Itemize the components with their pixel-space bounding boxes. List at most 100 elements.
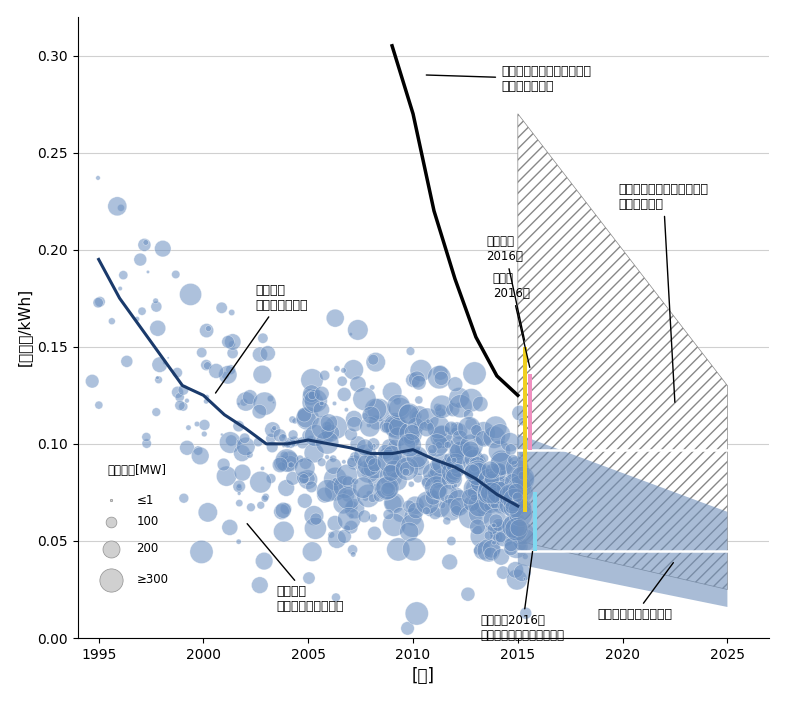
Point — [367, 439, 380, 450]
Point — [510, 494, 523, 505]
Point — [392, 400, 405, 411]
Point — [215, 429, 228, 440]
Point — [300, 412, 313, 423]
Point — [413, 377, 425, 388]
Point — [387, 519, 400, 531]
Point — [391, 421, 404, 432]
Point — [222, 336, 234, 347]
Point — [453, 392, 465, 404]
Point — [443, 556, 456, 567]
Point — [264, 393, 277, 404]
Point — [490, 422, 502, 433]
Point — [404, 345, 417, 357]
Point — [518, 500, 531, 511]
Point — [504, 487, 516, 498]
Point — [255, 500, 267, 511]
Point — [484, 465, 497, 476]
Point — [486, 543, 498, 555]
Point — [233, 420, 245, 432]
Point — [384, 468, 397, 479]
Point — [448, 466, 461, 477]
Point — [345, 522, 358, 533]
Point — [181, 442, 193, 453]
Point — [394, 451, 406, 463]
Point — [140, 432, 152, 443]
Point — [347, 413, 360, 425]
Point — [346, 457, 358, 468]
Point — [432, 485, 444, 496]
Point — [483, 475, 496, 486]
Point — [277, 432, 289, 444]
Point — [362, 448, 374, 459]
Point — [509, 517, 522, 528]
Point — [265, 473, 277, 484]
Point — [329, 422, 342, 433]
Point — [305, 435, 318, 446]
Point — [436, 500, 449, 511]
Point — [134, 254, 146, 265]
Bar — [523, 347, 527, 512]
Point — [472, 468, 484, 479]
Point — [302, 473, 314, 484]
Point — [259, 493, 271, 504]
Point — [296, 437, 309, 449]
Point — [192, 445, 204, 456]
Point — [284, 458, 296, 470]
Point — [382, 483, 395, 494]
Point — [304, 391, 317, 402]
Point — [362, 465, 375, 477]
Point — [435, 432, 448, 443]
Point — [382, 421, 395, 432]
Point — [305, 388, 318, 399]
Point — [450, 489, 463, 500]
Point — [463, 423, 476, 434]
Point — [496, 458, 509, 470]
Point — [452, 460, 465, 471]
Point — [307, 397, 319, 408]
Point — [421, 423, 433, 435]
Point — [198, 428, 211, 439]
Point — [92, 172, 105, 183]
Point — [331, 534, 343, 545]
Point — [514, 504, 527, 515]
Point — [513, 407, 526, 418]
Point — [315, 456, 328, 468]
Point — [472, 481, 484, 492]
Point — [255, 477, 267, 488]
Point — [468, 453, 480, 464]
Point — [406, 520, 419, 531]
Point — [256, 463, 269, 474]
Point — [422, 416, 435, 427]
Point — [512, 499, 524, 510]
Point — [429, 508, 442, 519]
Point — [405, 479, 417, 490]
Point — [171, 387, 184, 398]
Point — [394, 403, 406, 414]
Point — [120, 356, 133, 367]
Point — [476, 545, 489, 557]
Point — [340, 404, 353, 416]
Point — [394, 460, 406, 471]
Point — [431, 478, 443, 489]
Point — [369, 462, 381, 473]
Point — [319, 418, 332, 430]
Point — [497, 567, 509, 578]
Point — [450, 505, 463, 517]
Point — [359, 450, 372, 461]
Point — [315, 398, 328, 409]
Point — [215, 302, 228, 313]
Point — [433, 486, 446, 498]
Point — [114, 283, 127, 294]
Point — [348, 457, 361, 468]
Point — [368, 440, 380, 451]
Text: 原子力
2016年: 原子力 2016年 — [493, 272, 530, 367]
Point — [476, 531, 488, 542]
Point — [477, 498, 490, 510]
Point — [306, 546, 318, 557]
Point — [506, 495, 519, 506]
Point — [402, 623, 414, 634]
Point — [492, 465, 505, 476]
Point — [322, 432, 335, 443]
Point — [442, 439, 454, 451]
Point — [492, 519, 505, 531]
